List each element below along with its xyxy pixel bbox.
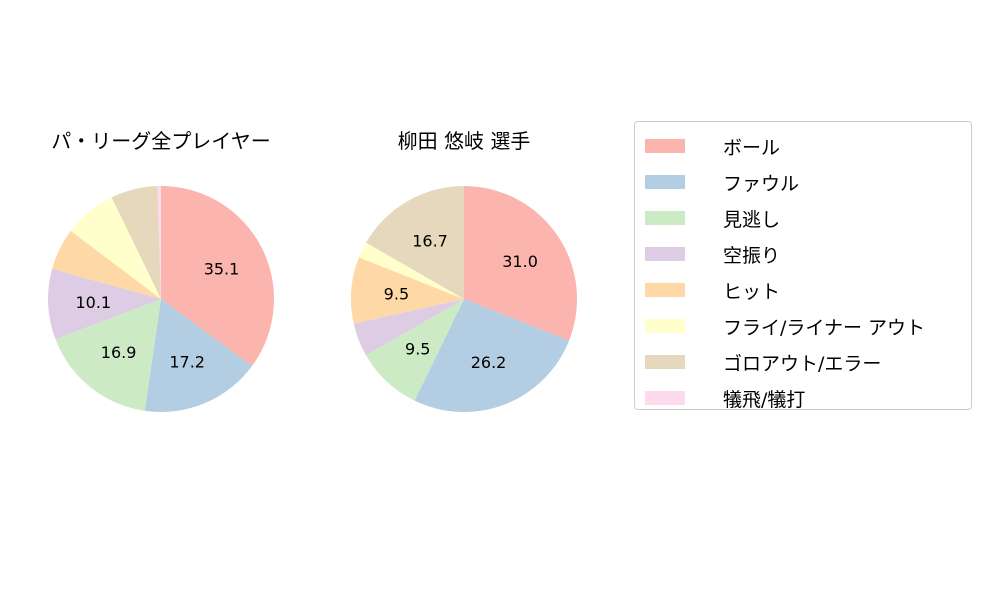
legend-swatch xyxy=(645,319,685,333)
pie-slice-2 xyxy=(366,299,464,401)
data-label: 16.7 xyxy=(412,231,448,250)
pie-slice-0 xyxy=(464,186,578,341)
data-label: 17.2 xyxy=(169,353,205,372)
legend-label: ヒット xyxy=(723,280,781,303)
legend-item: ボール xyxy=(635,128,971,164)
legend-item: 犠飛/犠打 xyxy=(635,380,971,416)
legend-label: フライ/ライナー アウト xyxy=(723,316,926,339)
legend-label: 見逃し xyxy=(723,208,781,231)
legend: ボールファウル見逃し空振りヒットフライ/ライナー アウト ゴロアウト/エラー 犠飛/… xyxy=(634,121,972,411)
pie-slice-0 xyxy=(161,186,274,366)
pie-slice-6 xyxy=(111,186,161,299)
pie-slice-1 xyxy=(414,299,570,412)
pie-slice-5 xyxy=(70,197,161,299)
pie-slice-3 xyxy=(48,268,161,340)
data-label: 9.5 xyxy=(384,285,409,304)
data-label: 31.0 xyxy=(502,252,538,271)
legend-item: フライ/ライナー アウト xyxy=(635,308,971,344)
pie-slice-3 xyxy=(353,299,464,356)
legend-swatch xyxy=(645,391,685,405)
legend-label: ファウル xyxy=(723,172,800,195)
pie-slice-7 xyxy=(157,186,161,299)
legend-item: ファウル xyxy=(635,164,971,200)
legend-swatch xyxy=(645,139,685,153)
legend-swatch xyxy=(645,211,685,225)
data-label: 9.5 xyxy=(405,340,430,359)
data-label: 35.1 xyxy=(204,259,240,278)
pie-slice-2 xyxy=(55,299,161,411)
legend-swatch xyxy=(645,247,685,261)
legend-item: ヒット xyxy=(635,272,971,308)
legend-swatch xyxy=(645,283,685,297)
legend-item: ゴロアウト/エラー xyxy=(635,344,971,380)
pie-slice-4 xyxy=(52,230,161,299)
pie-slice-6 xyxy=(366,186,464,299)
legend-swatch xyxy=(645,175,685,189)
legend-label: ゴロアウト/エラー xyxy=(723,352,882,375)
legend-label: ボール xyxy=(723,136,781,159)
legend-swatch xyxy=(645,355,685,369)
chart-title: 柳田 悠岐 選手 xyxy=(398,129,531,153)
data-label: 26.2 xyxy=(471,353,507,372)
pie-slice-5 xyxy=(358,242,464,299)
chart-title: パ・リーグ全プレイヤー xyxy=(51,129,270,153)
data-label: 16.9 xyxy=(101,343,137,362)
pie-slice-1 xyxy=(144,299,252,413)
legend-item: 空振り xyxy=(635,236,971,272)
data-label: 10.1 xyxy=(75,293,111,312)
legend-label: 犠飛/犠打 xyxy=(723,388,806,411)
pie-slice-4 xyxy=(351,257,464,324)
legend-item: 見逃し xyxy=(635,200,971,236)
legend-label: 空振り xyxy=(723,244,781,267)
